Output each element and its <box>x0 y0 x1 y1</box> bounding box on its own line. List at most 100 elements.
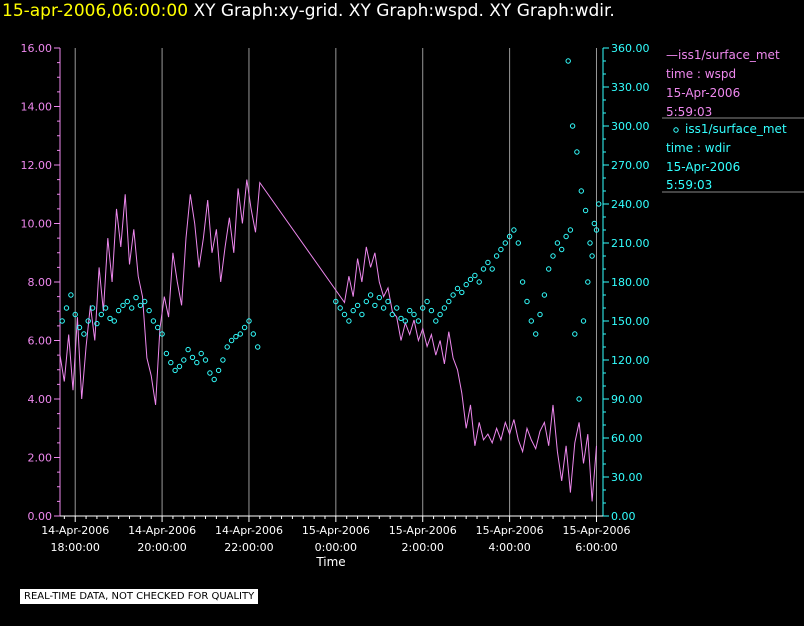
y-right-tick-label-11: 330.00 <box>611 81 650 94</box>
wdir-point-0 <box>59 318 65 324</box>
wdir-point-40 <box>233 333 239 340</box>
wdir-point-21 <box>150 318 157 324</box>
wdir-point-65 <box>415 318 422 324</box>
y-left-tick-label-1: 2.00 <box>28 452 53 465</box>
wdir-point-108 <box>569 123 576 129</box>
wspd-series <box>59 179 597 502</box>
y-left-tick-label-3: 6.00 <box>28 335 53 348</box>
wdir-point-105 <box>589 253 595 259</box>
wdir-point-110 <box>578 188 584 194</box>
wdir-point-73 <box>450 292 456 298</box>
axes <box>59 48 604 517</box>
wspd-line <box>59 179 597 502</box>
wdir-point-36 <box>215 367 222 374</box>
legend-wdir-date: 15-Apr-2006 <box>666 160 741 174</box>
quality-notice: REAL-TIME DATA, NOT CHECKED FOR QUALITY <box>20 589 259 604</box>
y-right-tick-label-8: 240.00 <box>611 198 650 211</box>
wdir-point-75 <box>459 289 465 296</box>
title-timestamp: 15-apr-2006,06:00:00 <box>2 1 189 21</box>
x-tick-label-date-5: 15-Apr-2006 <box>476 524 544 537</box>
wdir-point-30 <box>189 354 196 361</box>
wdir-point-69 <box>433 318 439 324</box>
wdir-point-23 <box>159 331 165 337</box>
wdir-point-17 <box>133 294 139 301</box>
legend-wspd-date: 15-Apr-2006 <box>666 86 741 100</box>
wdir-point-102 <box>576 396 582 402</box>
x-tick-label-date-3: 15-Apr-2006 <box>302 524 370 537</box>
wdir-point-100 <box>567 227 574 233</box>
wdir-point-95 <box>546 266 552 272</box>
wdir-point-24 <box>163 350 170 357</box>
wdir-point-112 <box>587 240 593 246</box>
wdir-point-94 <box>541 292 548 298</box>
legend-wspd-var: time : wspd <box>666 67 737 81</box>
y-left-tick-label-4: 8.00 <box>28 276 53 289</box>
wdir-point-113 <box>591 220 597 227</box>
wdir-point-114 <box>596 201 602 207</box>
wdir-point-91 <box>528 318 534 324</box>
y-right-tick-label-12: 360.00 <box>611 42 650 55</box>
wdir-point-53 <box>363 298 369 305</box>
wdir-point-38 <box>224 344 230 350</box>
legend-wdir-source: iss1/surface_met <box>685 122 787 136</box>
wdir-series <box>59 58 602 402</box>
wdir-point-109 <box>574 149 580 155</box>
wdir-point-47 <box>337 305 343 311</box>
wdir-point-98 <box>559 246 565 253</box>
wdir-point-50 <box>350 307 356 314</box>
legend-wspd-time: 5:59:03 <box>666 105 713 119</box>
wdir-point-89 <box>519 279 526 285</box>
wdir-point-104 <box>585 279 591 285</box>
wdir-point-55 <box>372 302 378 309</box>
wdir-point-66 <box>420 305 426 311</box>
legend-graphics <box>662 117 804 193</box>
wdir-point-51 <box>354 302 361 309</box>
wdir-point-42 <box>241 324 248 331</box>
legend-wdir-time: 5:59:03 <box>666 178 713 192</box>
legend-wdir-var: time : wdir <box>666 141 731 155</box>
wdir-point-78 <box>472 272 478 279</box>
x-tick-label-time-1: 20:00:00 <box>137 541 186 554</box>
x-tick-label-time-0: 18:00:00 <box>51 541 100 554</box>
chart-title: 15-apr-2006,06:00:00 XY Graph:xy-grid. X… <box>2 1 615 21</box>
wdir-point-111 <box>582 207 589 214</box>
wdir-point-9 <box>98 311 105 318</box>
wdir-point-13 <box>115 307 122 314</box>
x-tick-label-date-0: 14-Apr-2006 <box>41 524 109 537</box>
wdir-point-68 <box>428 307 435 314</box>
wdir-point-33 <box>202 357 209 363</box>
wdir-point-29 <box>185 346 191 353</box>
wdir-point-18 <box>137 302 144 309</box>
wdir-point-48 <box>341 311 348 318</box>
wdir-point-59 <box>389 311 395 318</box>
wdir-point-4 <box>76 324 83 331</box>
wdir-point-37 <box>220 357 226 363</box>
wdir-point-81 <box>485 259 491 266</box>
y-right-tick-label-3: 90.00 <box>611 393 643 406</box>
y-left-tick-label-8: 16.00 <box>21 42 53 55</box>
wdir-point-3 <box>72 311 78 318</box>
x-tick-label-time-5: 4:00:00 <box>488 541 530 554</box>
wdir-point-79 <box>476 279 482 285</box>
wdir-point-80 <box>480 266 487 272</box>
wdir-point-25 <box>168 359 174 366</box>
x-tick-label-date-1: 14-Apr-2006 <box>128 524 196 537</box>
legend-wdir-marker <box>673 127 679 133</box>
y-right-tick-label-5: 150.00 <box>611 315 650 328</box>
wdir-point-85 <box>502 240 508 246</box>
vertical-gridlines <box>74 48 597 516</box>
wdir-point-106 <box>593 227 600 233</box>
x-axis-label: Time <box>315 555 345 569</box>
wdir-point-74 <box>454 285 461 292</box>
wdir-point-67 <box>424 298 430 305</box>
legend-wspd-source: —iss1/surface_met <box>666 48 780 62</box>
x-tick-label-date-4: 15-Apr-2006 <box>389 524 457 537</box>
wdir-point-60 <box>394 305 400 311</box>
wdir-point-27 <box>176 363 183 370</box>
axis-ticks: 0.00 2.00 4.00 6.00 8.00 10.00 12.00 14.00 16.00… <box>21 42 650 554</box>
y-left-tick-label-5: 10.00 <box>21 218 53 231</box>
wdir-point-82 <box>489 266 495 272</box>
wdir-point-62 <box>402 318 408 324</box>
wdir-point-90 <box>524 298 530 305</box>
